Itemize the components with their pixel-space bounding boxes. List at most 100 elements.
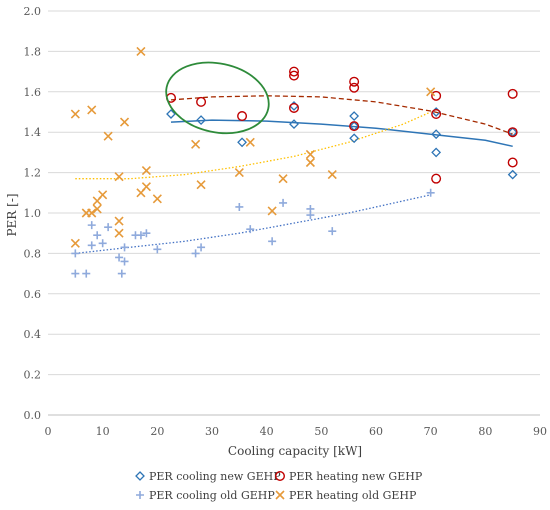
legend: PER cooling new GEHP PER heating new GEHP… xyxy=(135,470,423,502)
point-circle xyxy=(289,102,300,113)
point-cross xyxy=(152,194,162,204)
point-plus xyxy=(120,257,129,266)
legend-label: PER heating new GEHP xyxy=(289,470,423,483)
x-axis-label: Cooling capacity [kW] xyxy=(228,444,362,458)
point-circle xyxy=(431,90,442,101)
point-plus xyxy=(87,221,96,230)
legend-marker-diamond xyxy=(135,471,145,481)
trend-line-2 xyxy=(75,194,431,255)
point-cross xyxy=(98,190,108,200)
y-tick-label: 0.4 xyxy=(24,328,42,341)
y-tick-label: 1.6 xyxy=(24,86,42,99)
point-plus xyxy=(71,249,80,258)
annotations xyxy=(165,61,270,135)
point-cross xyxy=(81,208,91,218)
point-diamond xyxy=(431,129,442,140)
point-plus xyxy=(136,231,145,240)
x-tick-label: 70 xyxy=(424,425,438,438)
point-plus xyxy=(82,269,91,278)
tick-labels: 0.0 0.2 0.4 0.6 0.8 1.0 1.2 1.4 1.6 1.8 2.0 0 10 20 30… xyxy=(24,5,548,438)
point-plus xyxy=(93,231,102,240)
point-plus xyxy=(279,198,288,207)
legend-label: PER cooling old GEHP xyxy=(149,489,275,502)
point-diamond xyxy=(166,109,176,119)
point-circle xyxy=(349,121,360,132)
point-diamond xyxy=(507,169,518,180)
point-cross xyxy=(191,139,201,149)
point-cross xyxy=(103,131,113,141)
point-cross xyxy=(114,216,124,226)
point-cross xyxy=(278,174,288,184)
point-plus xyxy=(191,249,200,258)
point-plus xyxy=(328,227,337,236)
x-tick-label: 60 xyxy=(369,425,383,438)
point-diamond xyxy=(431,147,442,158)
y-tick-label: 1.4 xyxy=(24,126,42,139)
point-circle xyxy=(507,157,518,168)
y-tick-label: 0.6 xyxy=(24,288,42,301)
trend-line-0 xyxy=(170,119,513,148)
y-tick-label: 0.8 xyxy=(24,247,42,260)
point-circle xyxy=(431,109,442,120)
trend-line-1 xyxy=(170,95,513,135)
x-tick-label: 40 xyxy=(260,425,274,438)
point-plus xyxy=(104,223,113,232)
point-diamond xyxy=(237,137,247,148)
point-plus xyxy=(306,211,315,220)
point-cross xyxy=(70,238,80,248)
y-tick-label: 1.2 xyxy=(24,167,42,180)
point-cross xyxy=(196,180,206,190)
x-tick-label: 30 xyxy=(205,425,219,438)
trend-line-3 xyxy=(75,111,431,180)
y-tick-label: 2.0 xyxy=(24,5,42,18)
legend-marker-cross xyxy=(275,490,285,500)
legend-marker-plus xyxy=(136,491,144,499)
x-tick-label: 90 xyxy=(533,425,547,438)
point-cross xyxy=(267,206,277,216)
point-cross xyxy=(87,105,97,115)
legend-label: PER cooling new GEHP xyxy=(149,470,281,483)
point-plus xyxy=(142,229,151,238)
point-cross xyxy=(141,182,151,192)
point-cross xyxy=(114,172,124,182)
point-cross xyxy=(114,228,124,238)
trend-lines xyxy=(75,95,513,255)
point-plus xyxy=(235,202,244,211)
point-plus xyxy=(98,239,107,248)
point-circle xyxy=(507,127,518,138)
point-plus xyxy=(153,245,162,254)
highlight-ellipse xyxy=(165,61,270,135)
point-plus xyxy=(426,188,435,197)
point-cross xyxy=(234,168,244,178)
y-tick-label: 1.0 xyxy=(24,207,42,220)
point-diamond xyxy=(196,115,206,125)
point-cross xyxy=(327,170,337,180)
point-circle xyxy=(289,66,300,77)
y-tick-label: 1.8 xyxy=(24,45,42,58)
point-diamond xyxy=(289,119,299,130)
point-plus xyxy=(197,243,206,252)
point-plus xyxy=(87,241,96,250)
point-plus xyxy=(115,253,124,262)
y-axis-label: PER [-] xyxy=(5,193,19,236)
grid-lines xyxy=(48,10,540,376)
point-circle xyxy=(349,76,360,87)
point-circle xyxy=(431,173,442,184)
x-tick-label: 80 xyxy=(478,425,492,438)
point-cross xyxy=(245,137,255,147)
x-tick-label: 0 xyxy=(45,425,52,438)
x-tick-label: 20 xyxy=(150,425,164,438)
point-plus xyxy=(246,225,255,234)
point-circle xyxy=(349,82,360,93)
point-plus xyxy=(268,237,277,246)
point-plus xyxy=(120,243,129,252)
data-points xyxy=(70,46,518,278)
point-plus xyxy=(117,269,126,278)
legend-marker-circle xyxy=(275,471,286,482)
x-tick-label: 10 xyxy=(96,425,110,438)
point-cross xyxy=(92,204,102,214)
x-tick-label: 50 xyxy=(314,425,328,438)
point-plus xyxy=(71,269,80,278)
point-cross xyxy=(305,157,315,168)
